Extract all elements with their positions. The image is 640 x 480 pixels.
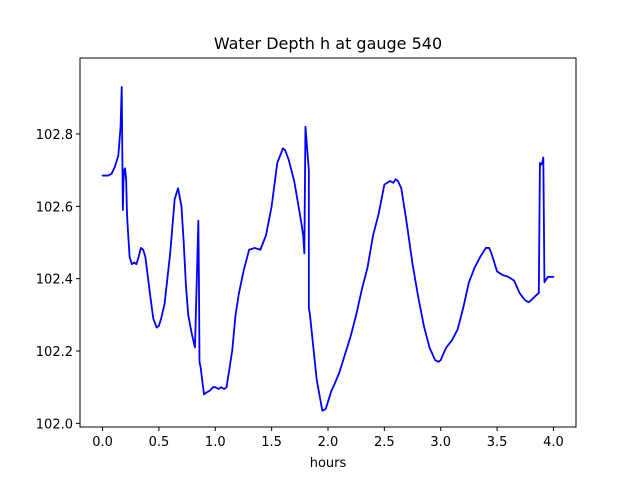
y-tick-label: 102.2	[36, 345, 73, 360]
y-tick-label: 102.6	[36, 200, 73, 215]
y-tick-label: 102.0	[36, 417, 73, 432]
chart-title: Water Depth h at gauge 540	[214, 34, 442, 53]
x-tick-label: 0.5	[149, 435, 170, 450]
y-tick-label: 102.8	[36, 128, 73, 143]
x-tick-label: 2.0	[318, 435, 339, 450]
y-tick-label: 102.4	[36, 273, 73, 288]
x-axis: 0.0 0.5 1.0 1.5 2.0 2.5 3.0 3.5 4.0	[92, 427, 564, 450]
x-tick-label: 2.5	[374, 435, 395, 450]
x-axis-label: hours	[310, 456, 347, 471]
x-tick-label: 3.5	[487, 435, 508, 450]
x-tick-label: 4.0	[543, 435, 564, 450]
x-tick-label: 1.5	[261, 435, 282, 450]
x-tick-label: 0.0	[92, 435, 113, 450]
y-axis: 102.0 102.2 102.4 102.6 102.8	[36, 128, 80, 432]
plot-area	[79, 57, 577, 428]
series-line	[101, 86, 555, 412]
x-tick-label: 3.0	[430, 435, 451, 450]
x-tick-label: 1.0	[205, 435, 226, 450]
